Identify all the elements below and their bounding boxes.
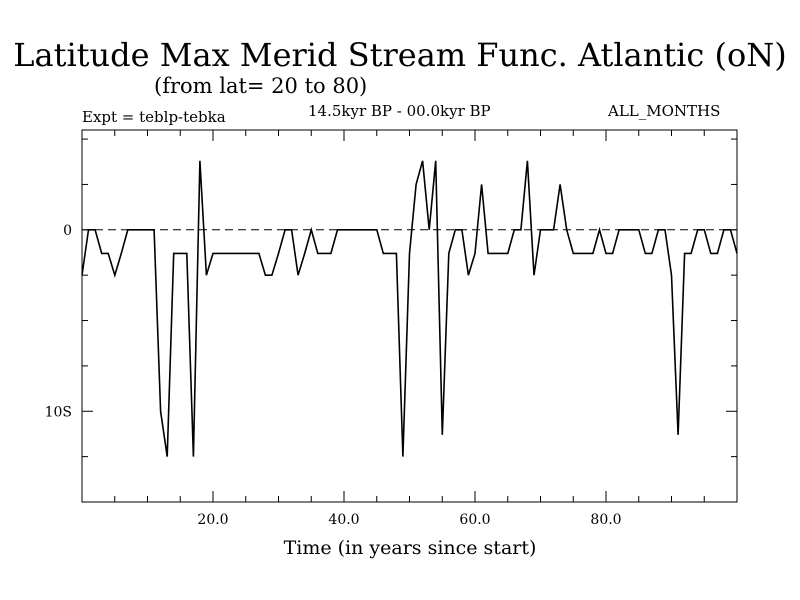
x-axis-label: Time (in years since start) (283, 537, 537, 559)
y-tick-label: 0 (63, 223, 72, 239)
y-tick-label: 10S (45, 404, 72, 420)
x-tick-label: 20.0 (197, 512, 228, 528)
x-tick-label: 60.0 (459, 512, 490, 528)
chart-title: Latitude Max Merid Stream Func. Atlantic… (13, 36, 787, 74)
x-tick-label: 40.0 (328, 512, 359, 528)
plot-frame (81, 129, 738, 503)
chart-subtitle: (from lat= 20 to 80) (154, 74, 368, 98)
period-label: 14.5kyr BP - 00.0kyr BP (308, 102, 491, 120)
series-line-1 (81, 160, 738, 457)
x-tick-label: 80.0 (590, 512, 621, 528)
months-label: ALL_MONTHS (608, 102, 721, 120)
experiment-label: Expt = teblp-tebka (82, 108, 226, 126)
